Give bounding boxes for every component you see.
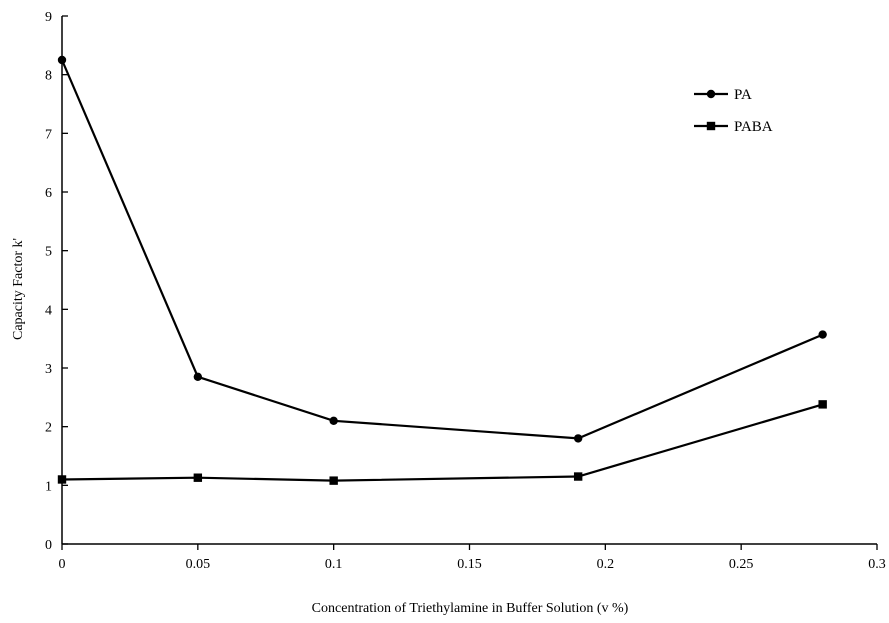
axes: 0 1 2 3 4 5 6 7 8 9 0 0.05 0.1 0.15 0.2 0.25 0.3 xyxy=(45,10,886,572)
x-tick-label: 0.3 xyxy=(868,557,886,572)
series-layer xyxy=(57,55,827,485)
y-tick-label: 4 xyxy=(45,303,52,318)
y-tick-label: 6 xyxy=(45,186,52,201)
data-point-pa xyxy=(818,330,827,339)
series-line-paba xyxy=(61,403,824,482)
legend-item-pa: PA xyxy=(694,87,752,103)
x-tick-label: 0.15 xyxy=(457,557,482,572)
data-point-paba xyxy=(329,476,338,485)
y-axis-title: Capacity Factor k' xyxy=(11,238,26,340)
legend-label-pa: PA xyxy=(734,87,752,103)
series-line-pa xyxy=(60,59,824,440)
y-tick-label: 8 xyxy=(45,69,52,84)
x-tick-label: 0.2 xyxy=(597,557,615,572)
data-point-paba xyxy=(193,473,203,482)
y-tick-label: 2 xyxy=(45,421,52,436)
series-paba xyxy=(57,400,827,485)
y-tick-label: 3 xyxy=(45,362,52,377)
y-tick-label: 7 xyxy=(45,127,52,142)
data-point-paba xyxy=(818,400,827,409)
data-point-paba xyxy=(57,475,67,484)
y-tick-label: 1 xyxy=(45,479,52,494)
data-point-pa xyxy=(329,416,338,425)
data-point-pa xyxy=(193,372,203,381)
data-point-paba xyxy=(573,472,583,481)
legend: PA PABA xyxy=(694,87,773,135)
legend-label-paba: PABA xyxy=(734,119,773,135)
y-tick-label: 9 xyxy=(45,10,52,25)
x-tick-label: 0 xyxy=(59,557,66,572)
y-tick-label: 5 xyxy=(45,245,52,260)
data-point-pa xyxy=(57,55,67,65)
legend-item-paba: PABA xyxy=(694,119,773,135)
x-axis-title: Concentration of Triethylamine in Buffer… xyxy=(312,601,629,616)
x-tick-label: 0.05 xyxy=(186,557,211,572)
data-point-pa xyxy=(573,434,583,443)
legend-marker-paba xyxy=(706,121,716,131)
x-tick-label: 0.25 xyxy=(729,557,754,572)
x-tick-label: 0.1 xyxy=(325,557,343,572)
legend-marker-pa xyxy=(706,89,716,99)
y-tick-label: 0 xyxy=(45,538,52,553)
series-pa xyxy=(57,55,827,443)
